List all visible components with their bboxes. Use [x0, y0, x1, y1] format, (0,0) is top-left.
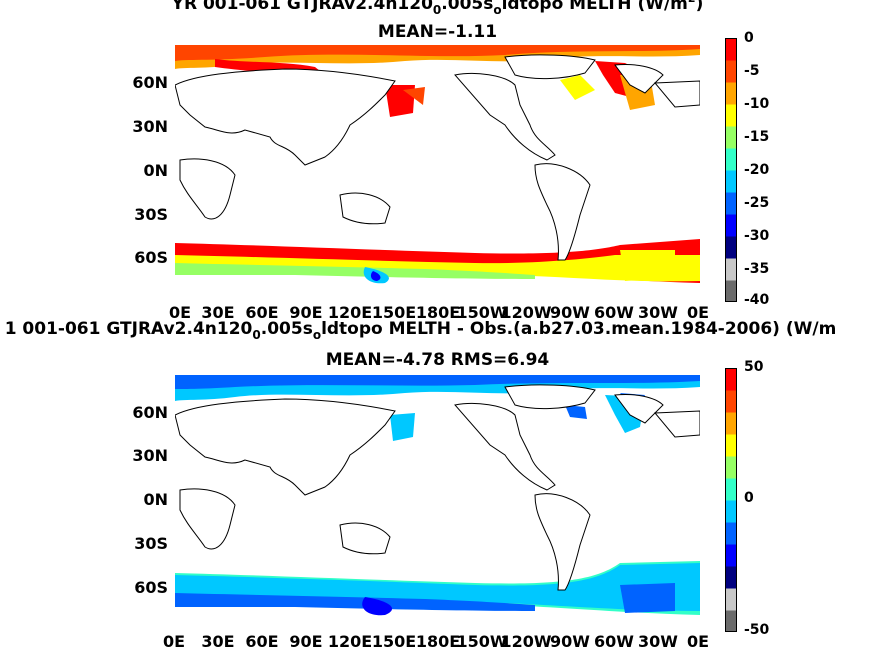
- colorbar-swatch: [725, 258, 737, 281]
- colorbar-swatch: [725, 170, 737, 193]
- lon-label: 30W: [638, 632, 678, 651]
- colorbar-top-tick: -35: [744, 261, 770, 277]
- colorbar-top: [725, 38, 737, 302]
- colorbar-top-tick: -30: [744, 228, 770, 244]
- lat-label-60s: 60S: [134, 578, 168, 597]
- colorbar-swatch: [725, 588, 737, 611]
- colorbar-swatch: [725, 566, 737, 589]
- colorbar-bottom-tick: 0: [744, 490, 754, 506]
- lon-label: 60E: [245, 303, 279, 322]
- lon-label: 150W: [456, 632, 508, 651]
- colorbar-top-tick: -25: [744, 195, 770, 211]
- lon-label: 0E: [686, 632, 710, 651]
- lat-label-30n: 30N: [132, 117, 168, 136]
- colorbar-swatch: [725, 610, 737, 632]
- lat-label-60s: 60S: [134, 248, 168, 267]
- colorbar-swatch: [725, 82, 737, 105]
- lon-label: 150E: [371, 303, 417, 322]
- lon-label: 30E: [201, 303, 235, 322]
- lon-label: 30E: [201, 632, 235, 651]
- colorbar-swatch: [725, 368, 737, 391]
- lon-label: 150E: [371, 632, 417, 651]
- colorbar-swatch: [725, 192, 737, 215]
- map-bottom: [175, 375, 700, 625]
- colorbar-swatch: [725, 126, 737, 149]
- lat-label-30s: 30S: [134, 205, 168, 224]
- colorbar-swatch: [725, 522, 737, 545]
- colorbar-swatch: [725, 60, 737, 83]
- panel-top-subtitle: MEAN=-1.11: [377, 22, 498, 42]
- colorbar-swatch: [725, 412, 737, 435]
- colorbar-top-tick: -15: [744, 129, 770, 145]
- colorbar-top-tick: -40: [744, 292, 770, 308]
- colorbar-swatch: [725, 38, 737, 61]
- colorbar-swatch: [725, 434, 737, 457]
- colorbar-frame: [725, 368, 737, 632]
- colorbar-swatch: [725, 148, 737, 171]
- lon-label: 120E: [327, 303, 373, 322]
- lon-label: 60E: [245, 632, 279, 651]
- panel-top-title: YR 001-061 GTJRAv2.4n1200.005soldtopo ME…: [171, 0, 704, 17]
- lon-label: 180E: [415, 303, 461, 322]
- colorbar-swatch: [725, 280, 737, 302]
- colorbar-swatch: [725, 500, 737, 523]
- colorbar-bottom-tick: 50: [744, 359, 764, 375]
- lon-label: 90E: [289, 303, 323, 322]
- colorbar-frame: [725, 38, 737, 302]
- colorbar-swatch: [725, 456, 737, 479]
- colorbar-top-tick: -20: [744, 162, 770, 178]
- colorbar-bottom-tick: -50: [744, 622, 770, 638]
- colorbar-top-tick: -10: [744, 96, 770, 112]
- lat-label-30n: 30N: [132, 446, 168, 465]
- lat-label-0n: 0N: [143, 161, 168, 180]
- lon-label: 180E: [415, 632, 461, 651]
- panel-bottom-title: 1 001-061 GTJRAv2.4n1200.005soldtopo MEL…: [4, 319, 837, 342]
- lon-label: 60W: [594, 303, 634, 322]
- colorbar-swatch: [725, 104, 737, 127]
- lon-label: 120W: [500, 303, 552, 322]
- colorbar-swatch: [725, 236, 737, 259]
- colorbar-top-tick: 0: [744, 30, 754, 46]
- colorbar-swatch: [725, 544, 737, 567]
- map-top: [175, 45, 700, 295]
- lon-label: 30W: [638, 303, 678, 322]
- lon-axis-top: 0E 30E 60E 90E 120E 150E 180E 150W 120W …: [0, 303, 875, 323]
- colorbar-swatch: [725, 214, 737, 237]
- lon-label: 120E: [327, 632, 373, 651]
- lon-label: 120W: [500, 632, 552, 651]
- lat-label-60n: 60N: [132, 73, 168, 92]
- lon-label: 0E: [686, 303, 710, 322]
- lon-label: 60W: [594, 632, 634, 651]
- lon-label: 0E: [168, 303, 192, 322]
- colorbar-top-tick: -5: [744, 63, 760, 79]
- colorbar-swatch: [725, 390, 737, 413]
- lat-label-60n: 60N: [132, 403, 168, 422]
- lon-label: 90E: [289, 632, 323, 651]
- lon-label: 150W: [456, 303, 508, 322]
- lon-label: 90W: [550, 303, 590, 322]
- lon-label: 90W: [550, 632, 590, 651]
- panel-bottom-subtitle: MEAN=-4.78 RMS=6.94: [325, 350, 550, 370]
- lon-axis-bottom: 0E 30E 60E 90E 120E 150E 180E 150W 120W …: [0, 632, 875, 652]
- colorbar-bottom: [725, 368, 737, 632]
- lat-label-30s: 30S: [134, 534, 168, 553]
- lat-label-0n: 0N: [143, 490, 168, 509]
- lon-label: 0E: [162, 632, 186, 651]
- colorbar-swatch: [725, 478, 737, 501]
